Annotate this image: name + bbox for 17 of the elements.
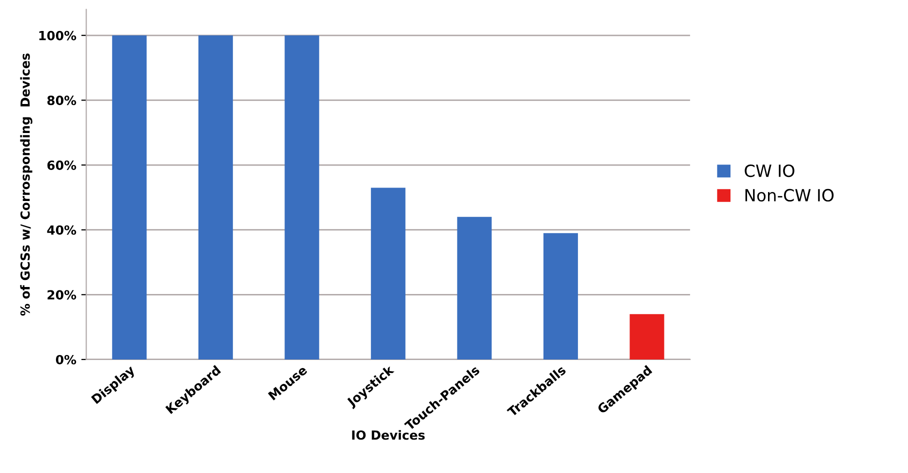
bar [198, 35, 233, 360]
y-tick-label: 20% [48, 290, 76, 300]
bar [370, 188, 406, 360]
bar [457, 216, 492, 360]
y-tick-label: 40% [47, 225, 76, 235]
y-axis-title: % of GCSs w/ Corrosponding Devices [20, 53, 32, 316]
y-tick-label: 80% [47, 96, 76, 106]
x-axis-title: IO Devices [352, 430, 425, 440]
bar [630, 314, 664, 360]
y-tick-label: 0% [56, 354, 76, 364]
y-tick-label: 60% [47, 160, 76, 170]
legend-label: Non-CW IO [745, 188, 834, 202]
bar [543, 233, 578, 360]
bar [112, 35, 147, 360]
bar [284, 35, 320, 360]
legend-label: CW IO [744, 164, 794, 178]
y-tick-label: 100% [39, 30, 76, 40]
